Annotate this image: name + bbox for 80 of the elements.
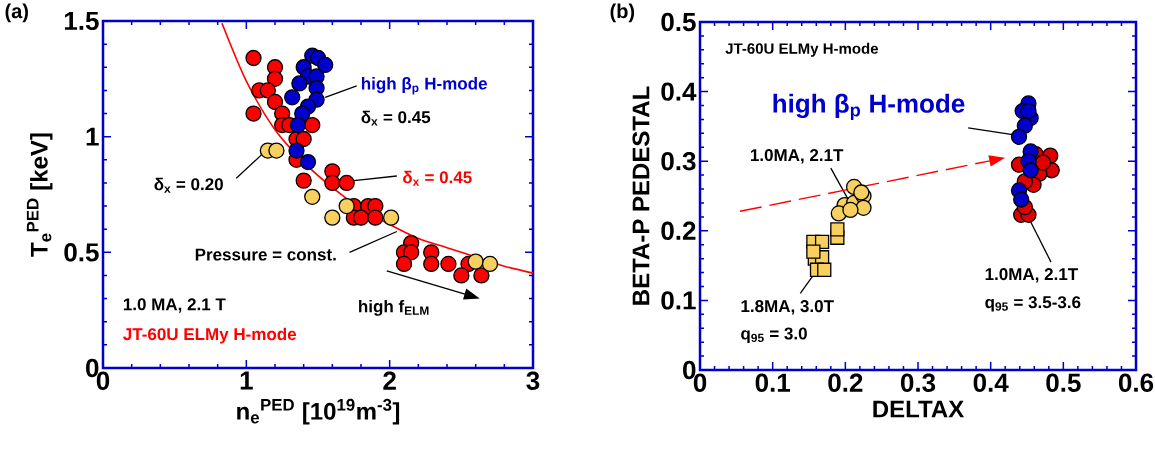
y-tick-label: 0.5 <box>661 12 696 32</box>
y-tick-label: 1.5 <box>64 11 99 31</box>
point <box>266 70 284 87</box>
chart-title: (b) <box>610 3 635 23</box>
point <box>299 153 317 171</box>
point <box>853 184 870 201</box>
y-tick-label: 0.4 <box>661 82 697 101</box>
point <box>291 75 308 92</box>
chart-title: (a) <box>5 3 28 23</box>
point <box>317 56 334 74</box>
annotation: high β$_{p}$ H-mode <box>361 77 487 95</box>
annotation: JT-60U ELMy H-mode <box>123 327 297 344</box>
x-tick-label: 0.5 <box>1046 373 1081 392</box>
point <box>338 174 355 192</box>
point <box>453 267 470 284</box>
annotation: high β$_{p}$ H-mode <box>773 93 965 121</box>
annotation: 1.8MA, 3.0T <box>741 300 834 315</box>
y-tick-label: 0.1 <box>661 291 696 310</box>
annotation: δ$_{x}$ = 0.45 <box>361 110 431 126</box>
point <box>324 209 341 226</box>
point <box>481 255 499 273</box>
x-axis-title: n$_{e}$$^{PED}$ [10$^{19}$m$^{-3}$] <box>237 398 400 425</box>
point <box>855 199 872 216</box>
annotation: 1.0MA, 2.1T <box>750 149 844 164</box>
point <box>806 244 821 259</box>
x-tick-label: 0.6 <box>1118 373 1154 392</box>
y-tick-label: 0.3 <box>661 151 696 171</box>
x-tick-label: 0.1 <box>755 373 791 392</box>
x-tick-label: 2 <box>383 371 396 390</box>
annotation: δ$_{x}$ = 0.45 <box>403 170 472 186</box>
point <box>266 93 284 111</box>
point <box>1022 162 1039 179</box>
point <box>324 174 341 192</box>
point <box>304 188 321 205</box>
point <box>440 255 457 273</box>
y-tick-label: 0.2 <box>661 221 696 240</box>
point <box>403 244 420 261</box>
y-tick-label: 1 <box>86 127 99 146</box>
y-axis-title: T$_{e}$$^{PED}$ [keV] <box>26 133 53 257</box>
annotation: q$_{95}$ = 3.5-3.6 <box>985 296 1081 312</box>
annotation: δ$_{x}$ = 0.20 <box>154 177 223 193</box>
x-tick-label: 0.3 <box>900 373 936 392</box>
point <box>423 255 440 273</box>
point <box>382 209 400 226</box>
point <box>1010 128 1028 145</box>
point <box>304 116 321 134</box>
point <box>295 172 312 189</box>
point <box>284 89 301 106</box>
x-tick-label: 0.4 <box>973 373 1009 392</box>
point <box>352 209 370 226</box>
x-axis-title: DELTAX <box>873 400 965 418</box>
point <box>395 255 413 273</box>
x-tick-label: 1 <box>240 371 253 390</box>
annotation: 1.0 MA, 2.1 T <box>123 298 226 313</box>
point <box>842 201 859 219</box>
point <box>295 130 312 148</box>
point <box>259 82 276 99</box>
y-tick-label: 0.5 <box>64 243 99 262</box>
point <box>268 142 285 159</box>
point <box>245 49 262 67</box>
annotation: q$_{95}$ = 3.0 <box>741 327 807 343</box>
annotation: 1.0MA, 2.1T <box>985 268 1078 283</box>
point <box>289 116 307 134</box>
x-tick-label: 3 <box>526 371 540 390</box>
point <box>367 209 384 226</box>
annotation: high f$_{ELM}$ <box>359 299 429 316</box>
annotation: JT-60U ELMy H-mode <box>725 42 879 57</box>
point <box>338 197 355 215</box>
point <box>473 267 490 284</box>
point <box>817 262 832 277</box>
point <box>1013 191 1030 208</box>
point <box>1034 154 1052 171</box>
y-axis-title: BETA-P PEDESTAL <box>632 86 650 305</box>
point <box>467 253 484 270</box>
x-tick-label: 0.2 <box>828 373 863 392</box>
point <box>830 222 845 237</box>
point <box>245 105 262 122</box>
annotation: Pressure = const. <box>195 248 336 261</box>
point <box>288 142 305 159</box>
point <box>1020 102 1037 120</box>
